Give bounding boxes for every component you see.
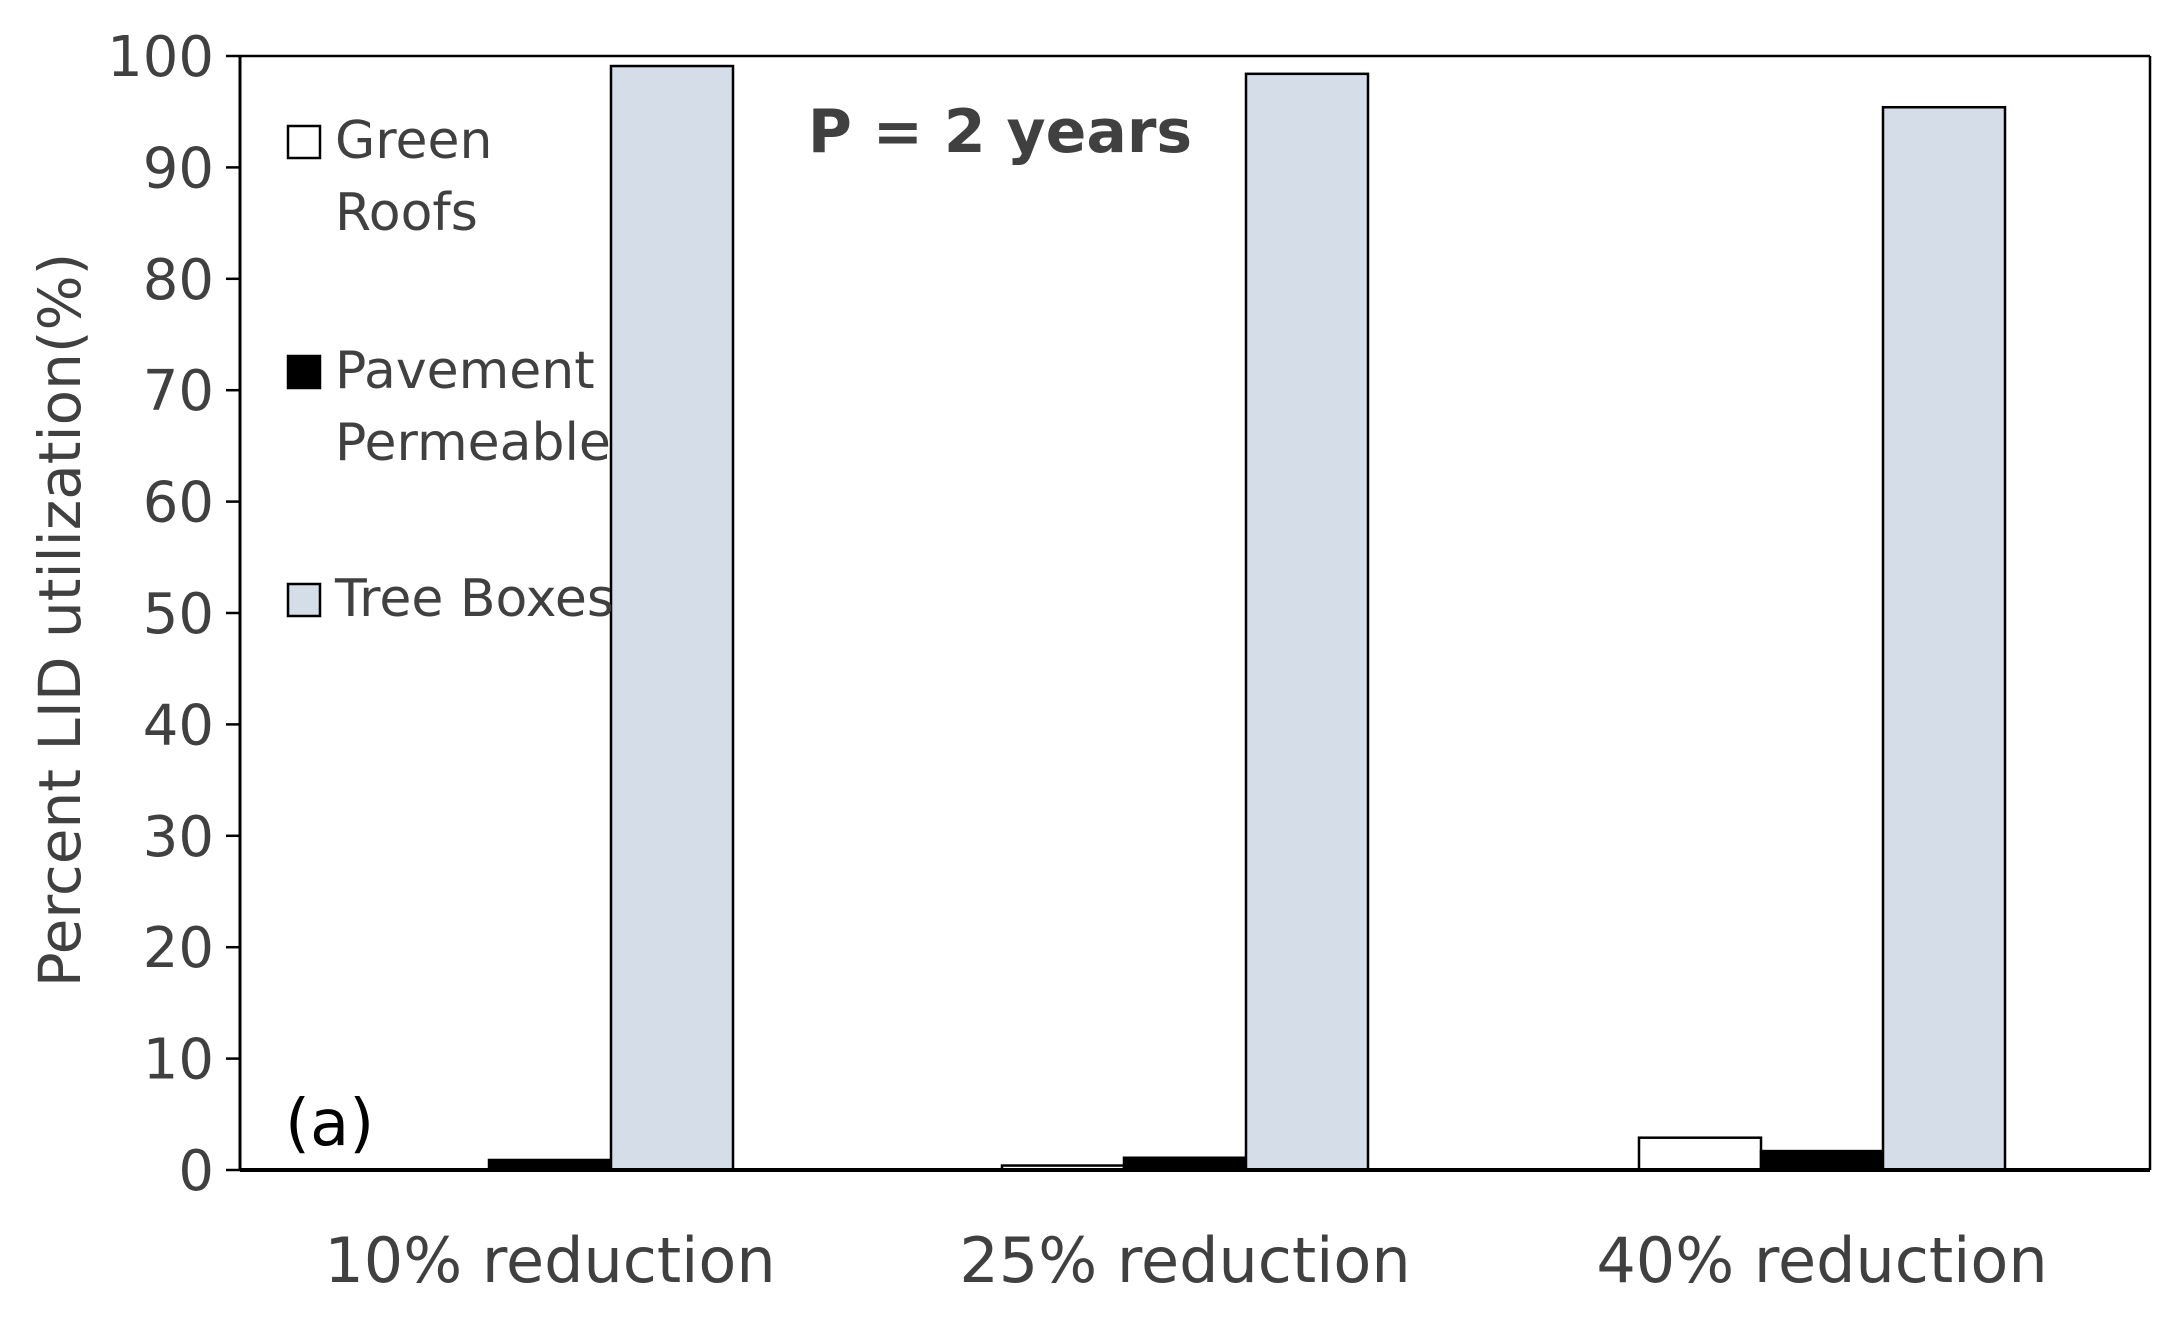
y-tick-label: 50: [143, 582, 214, 647]
bar-tree-boxes-1: [609, 64, 735, 1172]
legend-label: Pavement: [335, 341, 595, 401]
bar-green-roofs-3: [1637, 1136, 1763, 1172]
bars-layer: [487, 64, 2007, 1172]
bar-pavement-permeable-3: [1759, 1149, 1885, 1172]
x-tick-label: 25% reduction: [959, 1224, 1410, 1297]
x-tick-labels-layer: 10% reduction 25% reduction 40% reduction: [324, 1224, 2047, 1297]
y-tick-label: 90: [143, 136, 214, 201]
y-tick-label: 60: [143, 471, 214, 536]
y-tick-label: 100: [107, 25, 214, 90]
legend-label: Tree Boxes: [334, 569, 614, 629]
legend-label: Roofs: [335, 183, 478, 243]
y-tick-label: 20: [143, 916, 214, 981]
x-tick-label: 10% reduction: [324, 1224, 775, 1297]
y-tick-label: 40: [143, 693, 214, 758]
chart-title: P = 2 years: [808, 97, 1192, 167]
legend-label: Green: [335, 111, 492, 171]
legend-label: Permeable: [335, 413, 611, 473]
bar-tree-boxes-3: [1881, 105, 2007, 1172]
y-tick-label: 10: [143, 1028, 214, 1093]
legend-swatch: [286, 582, 322, 618]
legend-swatch: [286, 354, 322, 390]
legend-swatch: [286, 124, 322, 160]
legend: Green Roofs Pavement Permeable Tree Boxes: [286, 111, 614, 629]
y-tick-label: 30: [143, 805, 214, 870]
y-tick-label: 0: [178, 1139, 214, 1204]
panel-label: (a): [285, 1087, 374, 1161]
bar-tree-boxes-2: [1244, 72, 1370, 1172]
y-axis-label: Percent LID utilization(%): [26, 253, 94, 988]
x-tick-label: 40% reduction: [1596, 1224, 2047, 1297]
y-tick-label: 70: [143, 359, 214, 424]
y-ticks-layer: 0 10 20 30 40 50 60 70 80 90 100: [107, 25, 240, 1204]
y-tick-label: 80: [143, 248, 214, 313]
